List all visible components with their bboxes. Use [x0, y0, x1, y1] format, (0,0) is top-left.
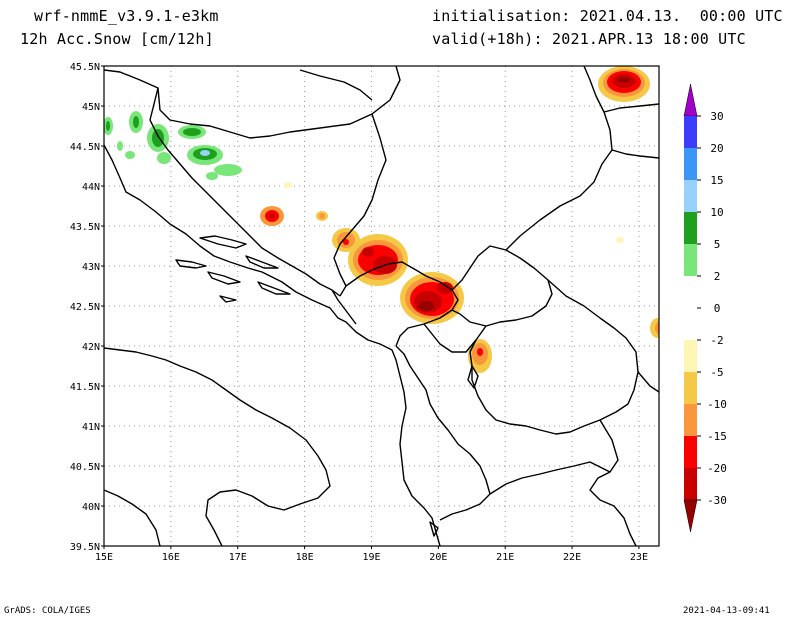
colorbar-label: -30 — [707, 494, 727, 507]
lon-tick-label: 17E — [229, 552, 247, 563]
coastlines-borders — [104, 66, 659, 546]
credit-label: GrADS: COLA/IGES — [4, 606, 91, 616]
field-title: 12h Acc.Snow [cm/12h] — [20, 30, 214, 48]
lon-tick-label: 20E — [429, 552, 447, 563]
longitude-ticks: 15E 16E 17E 18E 19E 20E 21E 22E 23E — [95, 546, 648, 563]
lat-tick-label: 43.5N — [70, 222, 100, 233]
lat-tick-label: 40.5N — [70, 462, 100, 473]
colorbar-top-triangle — [683, 83, 698, 117]
colorbar-segment — [684, 468, 697, 500]
lon-tick-label: 23E — [630, 552, 648, 563]
colorbar-label: 30 — [710, 110, 723, 123]
colorbar-segment — [684, 276, 697, 308]
model-title: wrf-nmmE_v3.9.1-e3km — [34, 7, 219, 25]
lat-tick-label: 43N — [82, 262, 100, 273]
lon-tick-label: 16E — [162, 552, 180, 563]
colorbar-label: 0 — [714, 302, 721, 315]
initialisation-label: initialisation: 2021.04.13. 00:00 UTC — [432, 7, 783, 25]
lat-tick-label: 41.5N — [70, 382, 100, 393]
lat-tick-label: 41N — [82, 422, 100, 433]
lon-tick-label: 22E — [563, 552, 581, 563]
colorbar-label: -15 — [707, 430, 727, 443]
colorbar-label: 15 — [710, 174, 723, 187]
lat-tick-label: 39.5N — [70, 542, 100, 553]
lat-tick-label: 40N — [82, 502, 100, 513]
snow-contours-red — [260, 66, 659, 373]
lat-tick-label: 42N — [82, 342, 100, 353]
colorbar-segment — [684, 116, 697, 148]
colorbar-segment — [684, 340, 697, 372]
colorbar-bottom-triangle — [683, 499, 698, 533]
lon-tick-label: 18E — [296, 552, 314, 563]
lat-tick-label: 44N — [82, 182, 100, 193]
lon-tick-label: 15E — [95, 552, 113, 563]
valid-time-label: valid(+18h): 2021.APR.13 18:00 UTC — [432, 30, 746, 48]
lat-tick-label: 44.5N — [70, 142, 100, 153]
colorbar-segment — [684, 436, 697, 468]
colorbar-segment — [684, 308, 697, 340]
colorbar-label: -20 — [707, 462, 727, 475]
colorbar-segment — [684, 212, 697, 244]
map-area — [104, 66, 659, 546]
colorbar-segment — [684, 180, 697, 212]
colorbar-segment — [684, 372, 697, 404]
colorbar-segment — [684, 404, 697, 436]
colorbar-label: 2 — [714, 270, 721, 283]
lat-tick-label: 45N — [82, 102, 100, 113]
snow-contours-green — [104, 111, 242, 180]
colorbar-label: 5 — [714, 238, 721, 251]
colorbar-segment — [684, 244, 697, 276]
lon-tick-label: 19E — [362, 552, 380, 563]
colorbar-label: -10 — [707, 398, 727, 411]
colorbar-label: -5 — [710, 366, 723, 379]
colorbar-label: -2 — [710, 334, 723, 347]
colorbar-segment — [684, 148, 697, 180]
colorbar-label: 10 — [710, 206, 723, 219]
lon-tick-label: 21E — [496, 552, 514, 563]
lat-tick-label: 42.5N — [70, 302, 100, 313]
timestamp-label: 2021-04-13-09:41 — [683, 606, 770, 616]
latitude-ticks: 45.5N 45N 44.5N 44N 43.5N 43N 42.5N 42N 41.5N 41N… — [70, 62, 104, 553]
colorbar-label: 20 — [710, 142, 723, 155]
lat-tick-label: 45.5N — [70, 62, 100, 73]
